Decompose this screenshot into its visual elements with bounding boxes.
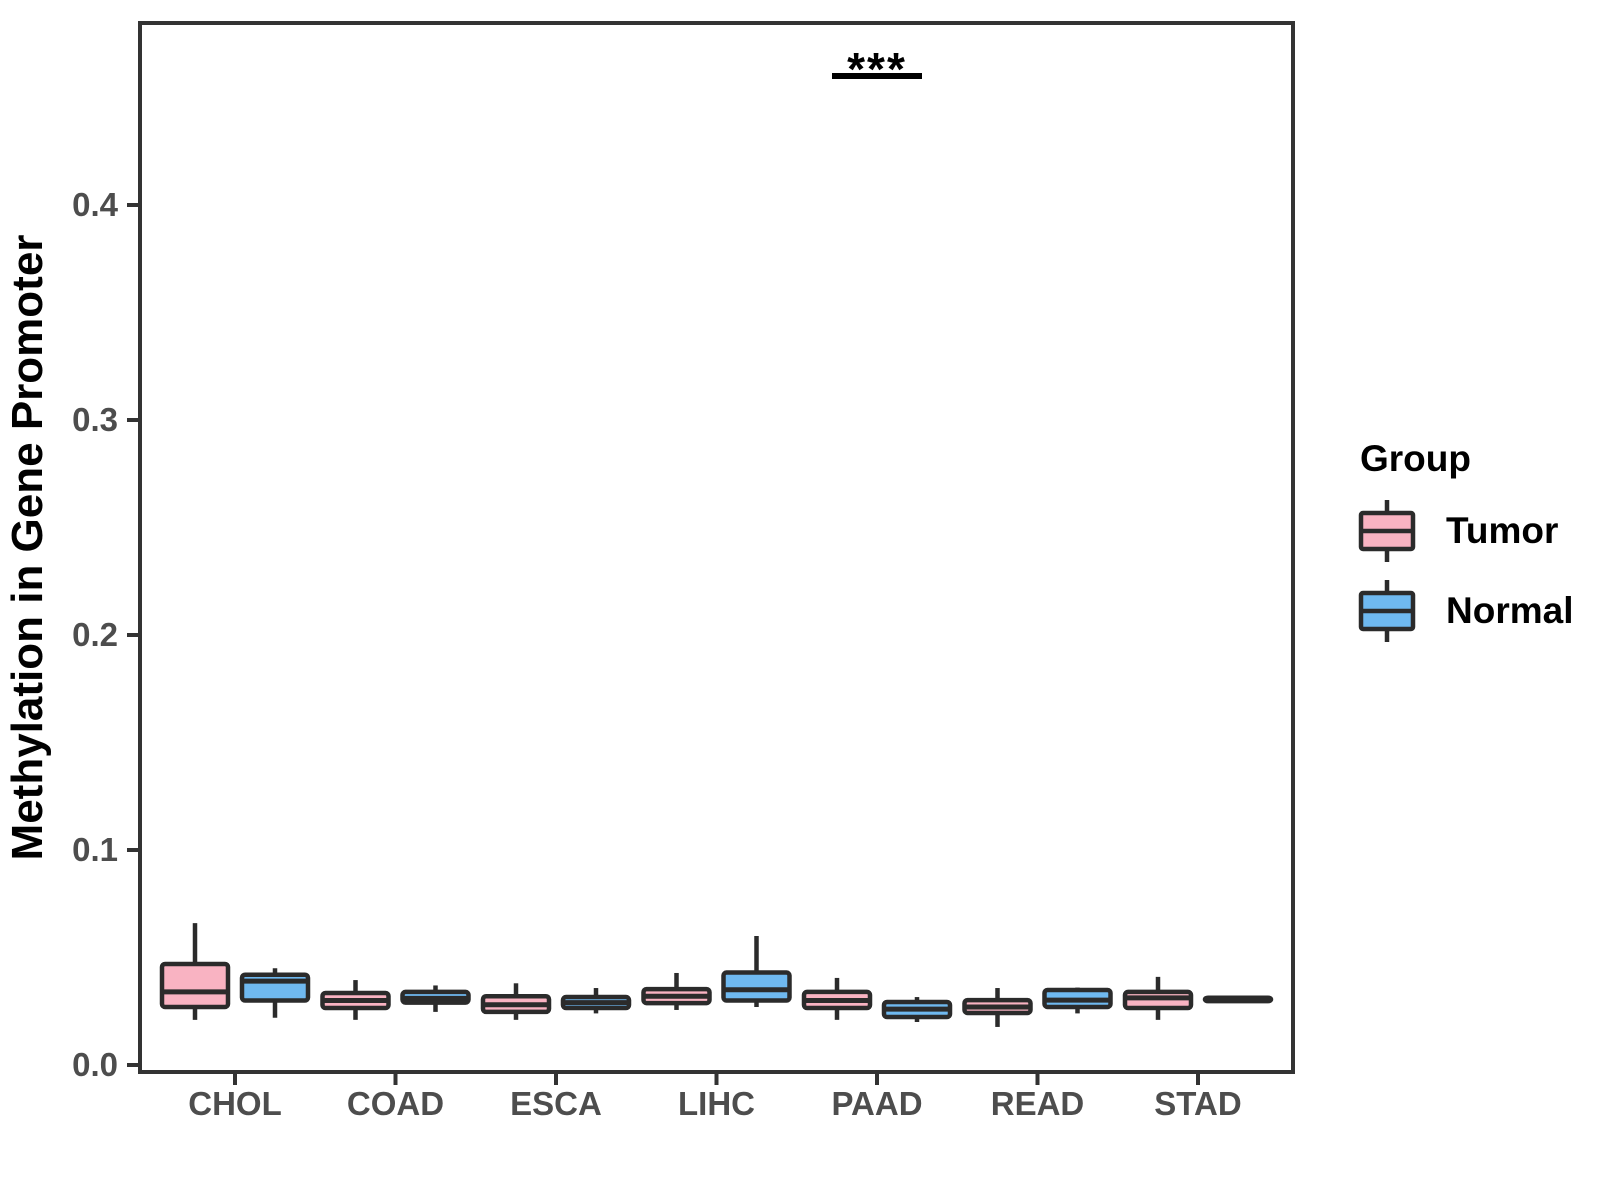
plot-panel-border: [138, 21, 1295, 1074]
x-tick-label: COAD: [347, 1085, 444, 1122]
box-CHOL-Normal: [239, 972, 311, 1003]
legend-key-normal-icon: [1358, 580, 1416, 642]
y-tick-label: 0.2: [72, 616, 118, 653]
y-tick-label: 0.4: [72, 186, 119, 223]
x-tick-label: LIHC: [678, 1085, 755, 1122]
legend: Group Tumor Normal: [1356, 438, 1573, 646]
x-tick-label: ESCA: [510, 1085, 602, 1122]
box-CHOL-Tumor: [159, 961, 231, 1010]
legend-label: Tumor: [1446, 510, 1559, 551]
significance-stars: ***: [847, 43, 907, 95]
y-axis-title: Methylation in Gene Promoter: [3, 235, 52, 861]
x-tick-label: CHOL: [188, 1085, 282, 1122]
box-LIHC-Normal: [721, 970, 792, 1003]
legend-title: Group: [1360, 438, 1471, 479]
legend-items: Tumor Normal: [1356, 496, 1573, 646]
legend-item-normal: Normal: [1356, 576, 1573, 646]
x-tick-label: PAAD: [831, 1085, 922, 1122]
y-tick-label: 0.0: [72, 1046, 118, 1083]
x-tick-label: STAD: [1154, 1085, 1241, 1122]
y-tick-label: 0.3: [72, 401, 118, 438]
legend-label: Normal: [1446, 590, 1574, 631]
y-tick-label: 0.1: [72, 831, 118, 868]
legend-item-tumor: Tumor: [1356, 496, 1573, 566]
legend-key-tumor-icon: [1358, 500, 1416, 562]
x-tick-label: READ: [991, 1085, 1085, 1122]
